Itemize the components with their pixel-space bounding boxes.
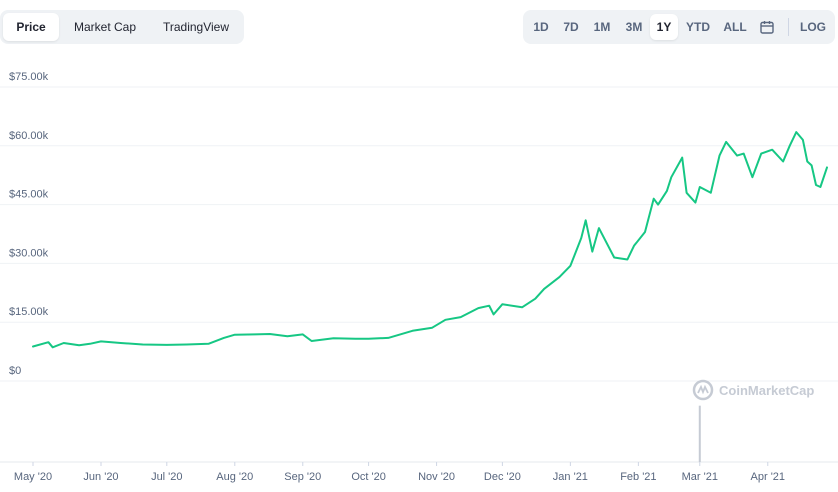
y-tick-label: $75.00k [9, 71, 49, 83]
range-1m-button[interactable]: 1M [593, 20, 611, 34]
x-tick-label: Jan '21 [553, 471, 588, 483]
tab-tradingview[interactable]: TradingView [162, 20, 230, 34]
range-divider [788, 18, 789, 36]
y-tick-label: $15.00k [9, 306, 49, 318]
x-tick-label: Dec '20 [484, 471, 521, 483]
x-tick-label: Apr '21 [751, 471, 786, 483]
coinmarketcap-logo-icon [692, 379, 714, 401]
price-line-layer [32, 131, 828, 349]
range-7d-button[interactable]: 7D [563, 20, 579, 34]
y-tick-label: $30.00k [9, 247, 49, 259]
x-tick-label: May '20 [14, 471, 52, 483]
x-tick-label: Jun '20 [83, 471, 118, 483]
range-3m-button[interactable]: 3M [625, 20, 643, 34]
watermark: CoinMarketCap [692, 379, 814, 401]
chart-type-tabs: Price Market Cap TradingView [0, 10, 244, 44]
tab-market-cap[interactable]: Market Cap [73, 20, 137, 34]
log-scale-button[interactable]: LOG [800, 20, 826, 34]
price-line[interactable] [32, 131, 828, 349]
y-tick-label: $0 [9, 365, 21, 377]
tab-price[interactable]: Price [3, 13, 59, 41]
watermark-text: CoinMarketCap [719, 383, 814, 398]
x-axis-labels: May '20 Jun '20 Jul '20 Aug '20 Sep '20 Oct '… [14, 462, 785, 483]
volume-bar [698, 405, 701, 462]
x-tick-label: Mar '21 [682, 471, 718, 483]
x-tick-label: Nov '20 [418, 471, 455, 483]
time-range-selector: 1D 7D 1M 3M 1Y YTD ALL LOG [523, 10, 835, 44]
range-all-button[interactable]: ALL [723, 20, 747, 34]
y-tick-label: $60.00k [9, 130, 49, 142]
x-tick-label: Jul '20 [151, 471, 182, 483]
range-1d-button[interactable]: 1D [533, 20, 549, 34]
x-tick-label: Feb '21 [620, 471, 656, 483]
range-1y-button[interactable]: 1Y [650, 14, 678, 40]
x-tick-label: Sep '20 [284, 471, 321, 483]
grid-lines [0, 86, 838, 463]
range-ytd-button[interactable]: YTD [686, 20, 710, 34]
y-tick-label: $45.00k [9, 189, 49, 201]
x-tick-label: Oct '20 [351, 471, 386, 483]
volume-bars [698, 405, 701, 462]
y-axis-labels: $0 $15.00k $30.00k $45.00k $60.00k $75.00k [9, 71, 49, 377]
x-tick-label: Aug '20 [216, 471, 253, 483]
calendar-icon[interactable] [752, 14, 782, 40]
